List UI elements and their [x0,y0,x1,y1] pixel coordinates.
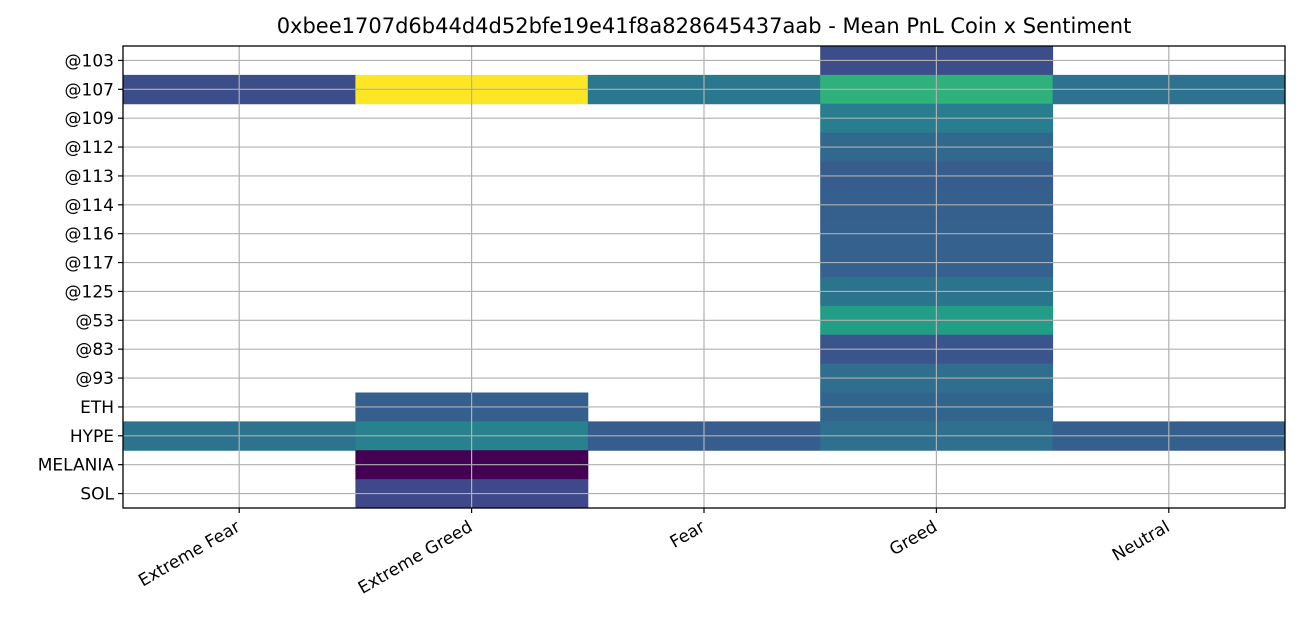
x-tick-label: Extreme Fear [135,517,243,591]
y-tick-label: @114 [65,196,114,216]
y-tick-label: @125 [65,282,114,302]
x-tick-label: Extreme Greed [355,517,476,599]
x-tick-label: Neutral [1109,517,1173,566]
y-tick-label: ETH [80,398,114,418]
y-tick-label: @113 [65,167,114,187]
y-tick-label: @112 [65,138,114,158]
y-tick-label: @83 [75,340,114,360]
y-axis-ticks: @103 @107 @109 @112 @113 @114 @116 @117 @125 @53 @… [38,51,123,505]
y-tick-label: @53 [75,311,114,331]
x-axis-ticks: Extreme Fear Extreme Greed Fear Greed Neutra… [135,508,1173,599]
chart-title: 0xbee1707d6b44d4d52bfe19e41f8a828645437a… [277,14,1132,38]
y-tick-label: @107 [65,80,114,100]
y-tick-label: @117 [65,254,114,274]
grid-lines [123,46,1285,508]
y-tick-label: @93 [75,369,114,389]
y-tick-label: @109 [65,109,114,129]
y-tick-label: HYPE [70,427,114,447]
y-tick-label: @103 [65,51,114,71]
x-tick-label: Greed [886,517,941,560]
y-tick-label: @116 [65,225,114,245]
x-tick-label: Fear [667,517,709,553]
y-tick-label: MELANIA [38,456,115,476]
y-tick-label: SOL [80,485,114,505]
